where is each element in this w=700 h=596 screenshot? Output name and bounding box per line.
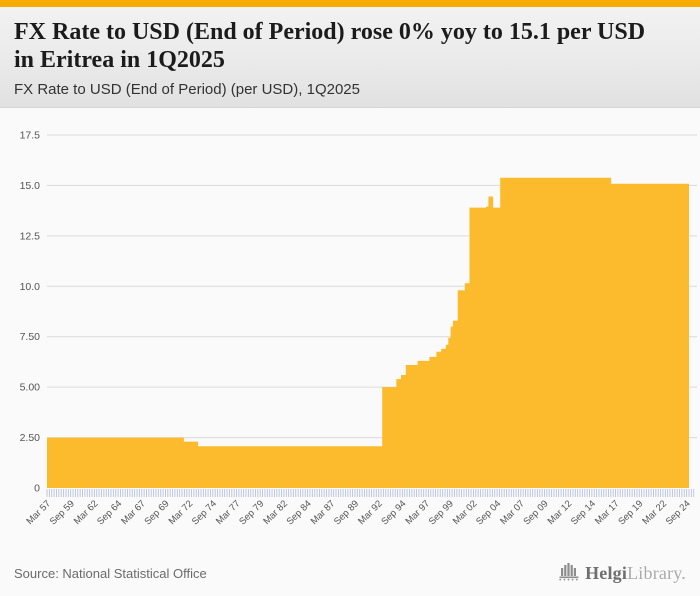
svg-text:Mar 82: Mar 82 bbox=[261, 498, 290, 527]
svg-text:Sep 09: Sep 09 bbox=[522, 498, 551, 527]
svg-text:Sep 69: Sep 69 bbox=[142, 498, 171, 527]
source-note: Source: National Statistical Office bbox=[14, 565, 207, 581]
svg-text:Mar 62: Mar 62 bbox=[72, 498, 101, 527]
svg-text:Sep 19: Sep 19 bbox=[616, 498, 645, 527]
fx-rate-area-series bbox=[47, 177, 689, 489]
svg-text:2.50: 2.50 bbox=[20, 432, 41, 444]
fx-rate-area-chart: 0 2.50 5.00 7.50 10.0 12.5 15.0 17.5 Mar 57 Sep 5… bbox=[0, 112, 700, 558]
svg-text:Sep 59: Sep 59 bbox=[48, 498, 77, 527]
svg-text:Mar 87: Mar 87 bbox=[309, 498, 338, 527]
svg-text:0: 0 bbox=[34, 483, 40, 495]
svg-text:Mar 17: Mar 17 bbox=[593, 498, 622, 527]
svg-text:Mar 57: Mar 57 bbox=[24, 498, 53, 527]
svg-text:10.0: 10.0 bbox=[20, 281, 41, 293]
brand-color-strip bbox=[0, 0, 700, 7]
svg-text:Sep 64: Sep 64 bbox=[95, 498, 124, 527]
helgi-library-logo[interactable]: HelgiLibrary. bbox=[558, 561, 686, 586]
chart-subtitle: FX Rate to USD (End of Period) (per USD)… bbox=[14, 81, 360, 98]
svg-text:7.50: 7.50 bbox=[20, 331, 41, 343]
svg-text:Sep 24: Sep 24 bbox=[664, 498, 693, 527]
quarterly-tick-comb bbox=[46, 489, 695, 497]
svg-text:Mar 67: Mar 67 bbox=[119, 498, 148, 527]
svg-text:Mar 02: Mar 02 bbox=[451, 498, 480, 527]
svg-text:15.0: 15.0 bbox=[20, 180, 41, 192]
y-axis-labels: 0 2.50 5.00 7.50 10.0 12.5 15.0 17.5 bbox=[20, 130, 41, 495]
svg-text:Mar 77: Mar 77 bbox=[214, 498, 243, 527]
svg-text:Sep 04: Sep 04 bbox=[474, 498, 503, 527]
footer: Source: National Statistical Office bbox=[0, 556, 700, 596]
svg-text:Sep 99: Sep 99 bbox=[427, 498, 456, 527]
svg-text:Sep 79: Sep 79 bbox=[237, 498, 266, 527]
svg-text:Mar 07: Mar 07 bbox=[498, 498, 527, 527]
svg-text:Mar 22: Mar 22 bbox=[640, 498, 669, 527]
svg-text:17.5: 17.5 bbox=[20, 130, 41, 142]
svg-text:5.00: 5.00 bbox=[20, 382, 41, 394]
header: FX Rate to USD (End of Period) rose 0% y… bbox=[0, 7, 700, 108]
svg-text:Sep 94: Sep 94 bbox=[379, 498, 408, 527]
svg-text:Mar 92: Mar 92 bbox=[356, 498, 385, 527]
svg-text:Mar 97: Mar 97 bbox=[403, 498, 432, 527]
svg-text:Mar 12: Mar 12 bbox=[546, 498, 575, 527]
svg-text:Sep 14: Sep 14 bbox=[569, 498, 598, 527]
svg-text:Sep 74: Sep 74 bbox=[190, 498, 219, 527]
svg-text:12.5: 12.5 bbox=[20, 230, 41, 242]
svg-text:Sep 89: Sep 89 bbox=[332, 498, 361, 527]
svg-text:Sep 84: Sep 84 bbox=[285, 498, 314, 527]
organ-pipes-icon bbox=[558, 561, 580, 586]
page-title: FX Rate to USD (End of Period) rose 0% y… bbox=[14, 19, 646, 73]
logo-text: HelgiLibrary. bbox=[585, 562, 686, 583]
svg-text:Mar 72: Mar 72 bbox=[167, 498, 196, 527]
